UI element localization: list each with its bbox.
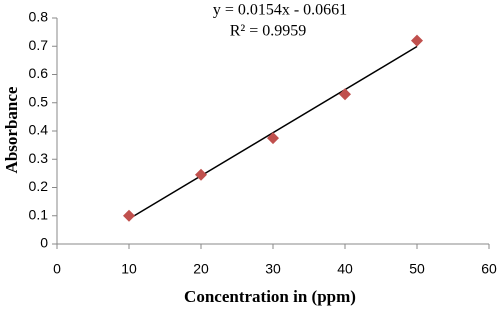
x-tick-label: 50 bbox=[409, 261, 425, 277]
r-squared: R² = 0.9959 bbox=[230, 23, 307, 40]
x-tick-label: 0 bbox=[53, 261, 61, 277]
x-tick-label: 20 bbox=[193, 261, 209, 277]
data-point bbox=[123, 209, 135, 222]
y-tick-label: 0.3 bbox=[29, 150, 49, 166]
y-tick-label: 0.2 bbox=[29, 178, 49, 194]
data-point bbox=[267, 132, 279, 145]
y-tick-label: 0 bbox=[40, 235, 48, 251]
data-point bbox=[195, 168, 207, 181]
y-tick-label: 0.8 bbox=[29, 9, 49, 25]
y-tick-label: 0.7 bbox=[29, 37, 49, 53]
x-tick-label: 60 bbox=[481, 261, 497, 277]
y-tick-label: 0.4 bbox=[29, 122, 49, 138]
x-tick-label: 10 bbox=[121, 261, 137, 277]
x-axis-title: Concentration in (ppm) bbox=[184, 287, 356, 306]
y-tick-label: 0.1 bbox=[29, 206, 49, 222]
y-axis-title: Absorbance bbox=[2, 86, 21, 173]
x-tick-label: 30 bbox=[265, 261, 281, 277]
y-tick-label: 0.6 bbox=[29, 65, 49, 81]
equation: y = 0.0154x - 0.0661 bbox=[213, 2, 347, 19]
x-tick-label: 40 bbox=[337, 261, 353, 277]
data-point bbox=[339, 88, 351, 101]
y-tick-label: 0.5 bbox=[29, 93, 49, 109]
data-point bbox=[411, 34, 423, 47]
